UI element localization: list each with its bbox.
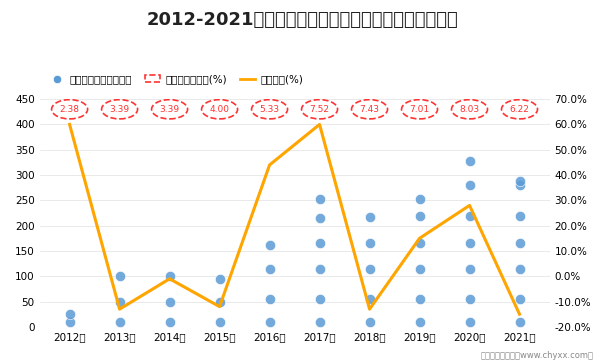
Point [165, 298, 175, 304]
Point [115, 298, 124, 304]
Point [514, 213, 524, 218]
Point [315, 319, 324, 325]
Text: 3.39: 3.39 [110, 105, 130, 114]
Point [315, 266, 324, 272]
Point [65, 319, 75, 325]
Point [315, 296, 324, 302]
Text: 3.39: 3.39 [159, 105, 179, 114]
Point [365, 266, 375, 272]
Point [415, 296, 424, 302]
Point [365, 319, 375, 325]
Point [115, 273, 124, 279]
Text: 8.03: 8.03 [459, 105, 479, 114]
Text: 7.01: 7.01 [410, 105, 430, 114]
Point [265, 242, 275, 248]
Text: 2.38: 2.38 [59, 105, 79, 114]
Point [315, 241, 324, 246]
Point [215, 276, 224, 282]
Point [415, 241, 424, 246]
Point [165, 273, 175, 279]
Point [465, 296, 474, 302]
Text: 6.22: 6.22 [510, 105, 530, 114]
Point [165, 319, 175, 325]
Text: 7.52: 7.52 [310, 105, 330, 114]
Point [365, 241, 375, 246]
Text: 4.00: 4.00 [210, 105, 230, 114]
Point [465, 182, 474, 188]
Point [465, 266, 474, 272]
Point [465, 241, 474, 246]
Point [315, 215, 324, 221]
Point [514, 296, 524, 302]
Legend: 实际到位资金（亿元）, 占全国县城比重(%), 同比增幅(%): 实际到位资金（亿元）, 占全国县城比重(%), 同比增幅(%) [45, 70, 308, 88]
Point [415, 266, 424, 272]
Text: 7.43: 7.43 [359, 105, 379, 114]
Point [265, 266, 275, 272]
Point [415, 213, 424, 218]
Point [514, 319, 524, 325]
Point [315, 196, 324, 202]
Point [215, 319, 224, 325]
Point [265, 296, 275, 302]
Text: 制图：智研咨询（www.chyxx.com）: 制图：智研咨询（www.chyxx.com） [481, 351, 594, 360]
Point [365, 214, 375, 219]
Point [265, 319, 275, 325]
Point [514, 182, 524, 188]
Text: 5.33: 5.33 [259, 105, 279, 114]
Point [415, 196, 424, 202]
Point [514, 178, 524, 184]
Point [514, 266, 524, 272]
Text: 2012-2021年河南省县城市政设施实际到位资金统计图: 2012-2021年河南省县城市政设施实际到位资金统计图 [147, 11, 459, 29]
Point [215, 298, 224, 304]
Point [465, 319, 474, 325]
Point [415, 319, 424, 325]
Point [115, 319, 124, 325]
Point [365, 296, 375, 302]
Point [465, 213, 474, 218]
Point [465, 158, 474, 164]
Point [514, 241, 524, 246]
Point [65, 311, 75, 317]
